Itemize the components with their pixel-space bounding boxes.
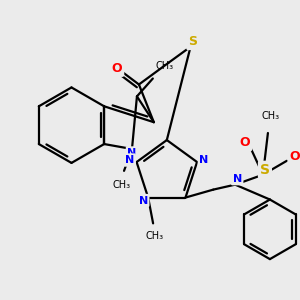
Text: CH₃: CH₃ [145,231,163,241]
Text: O: O [112,62,122,75]
Text: CH₃: CH₃ [156,61,174,70]
Text: O: O [290,150,300,163]
Text: S: S [260,163,270,177]
Text: N: N [232,174,242,184]
Text: O: O [240,136,250,149]
Text: N: N [125,155,134,165]
Text: N: N [200,155,208,165]
Text: CH₃: CH₃ [113,180,131,190]
Text: N: N [128,148,136,158]
Text: CH₃: CH₃ [262,111,280,121]
Text: N: N [139,196,148,206]
Text: S: S [188,35,197,48]
